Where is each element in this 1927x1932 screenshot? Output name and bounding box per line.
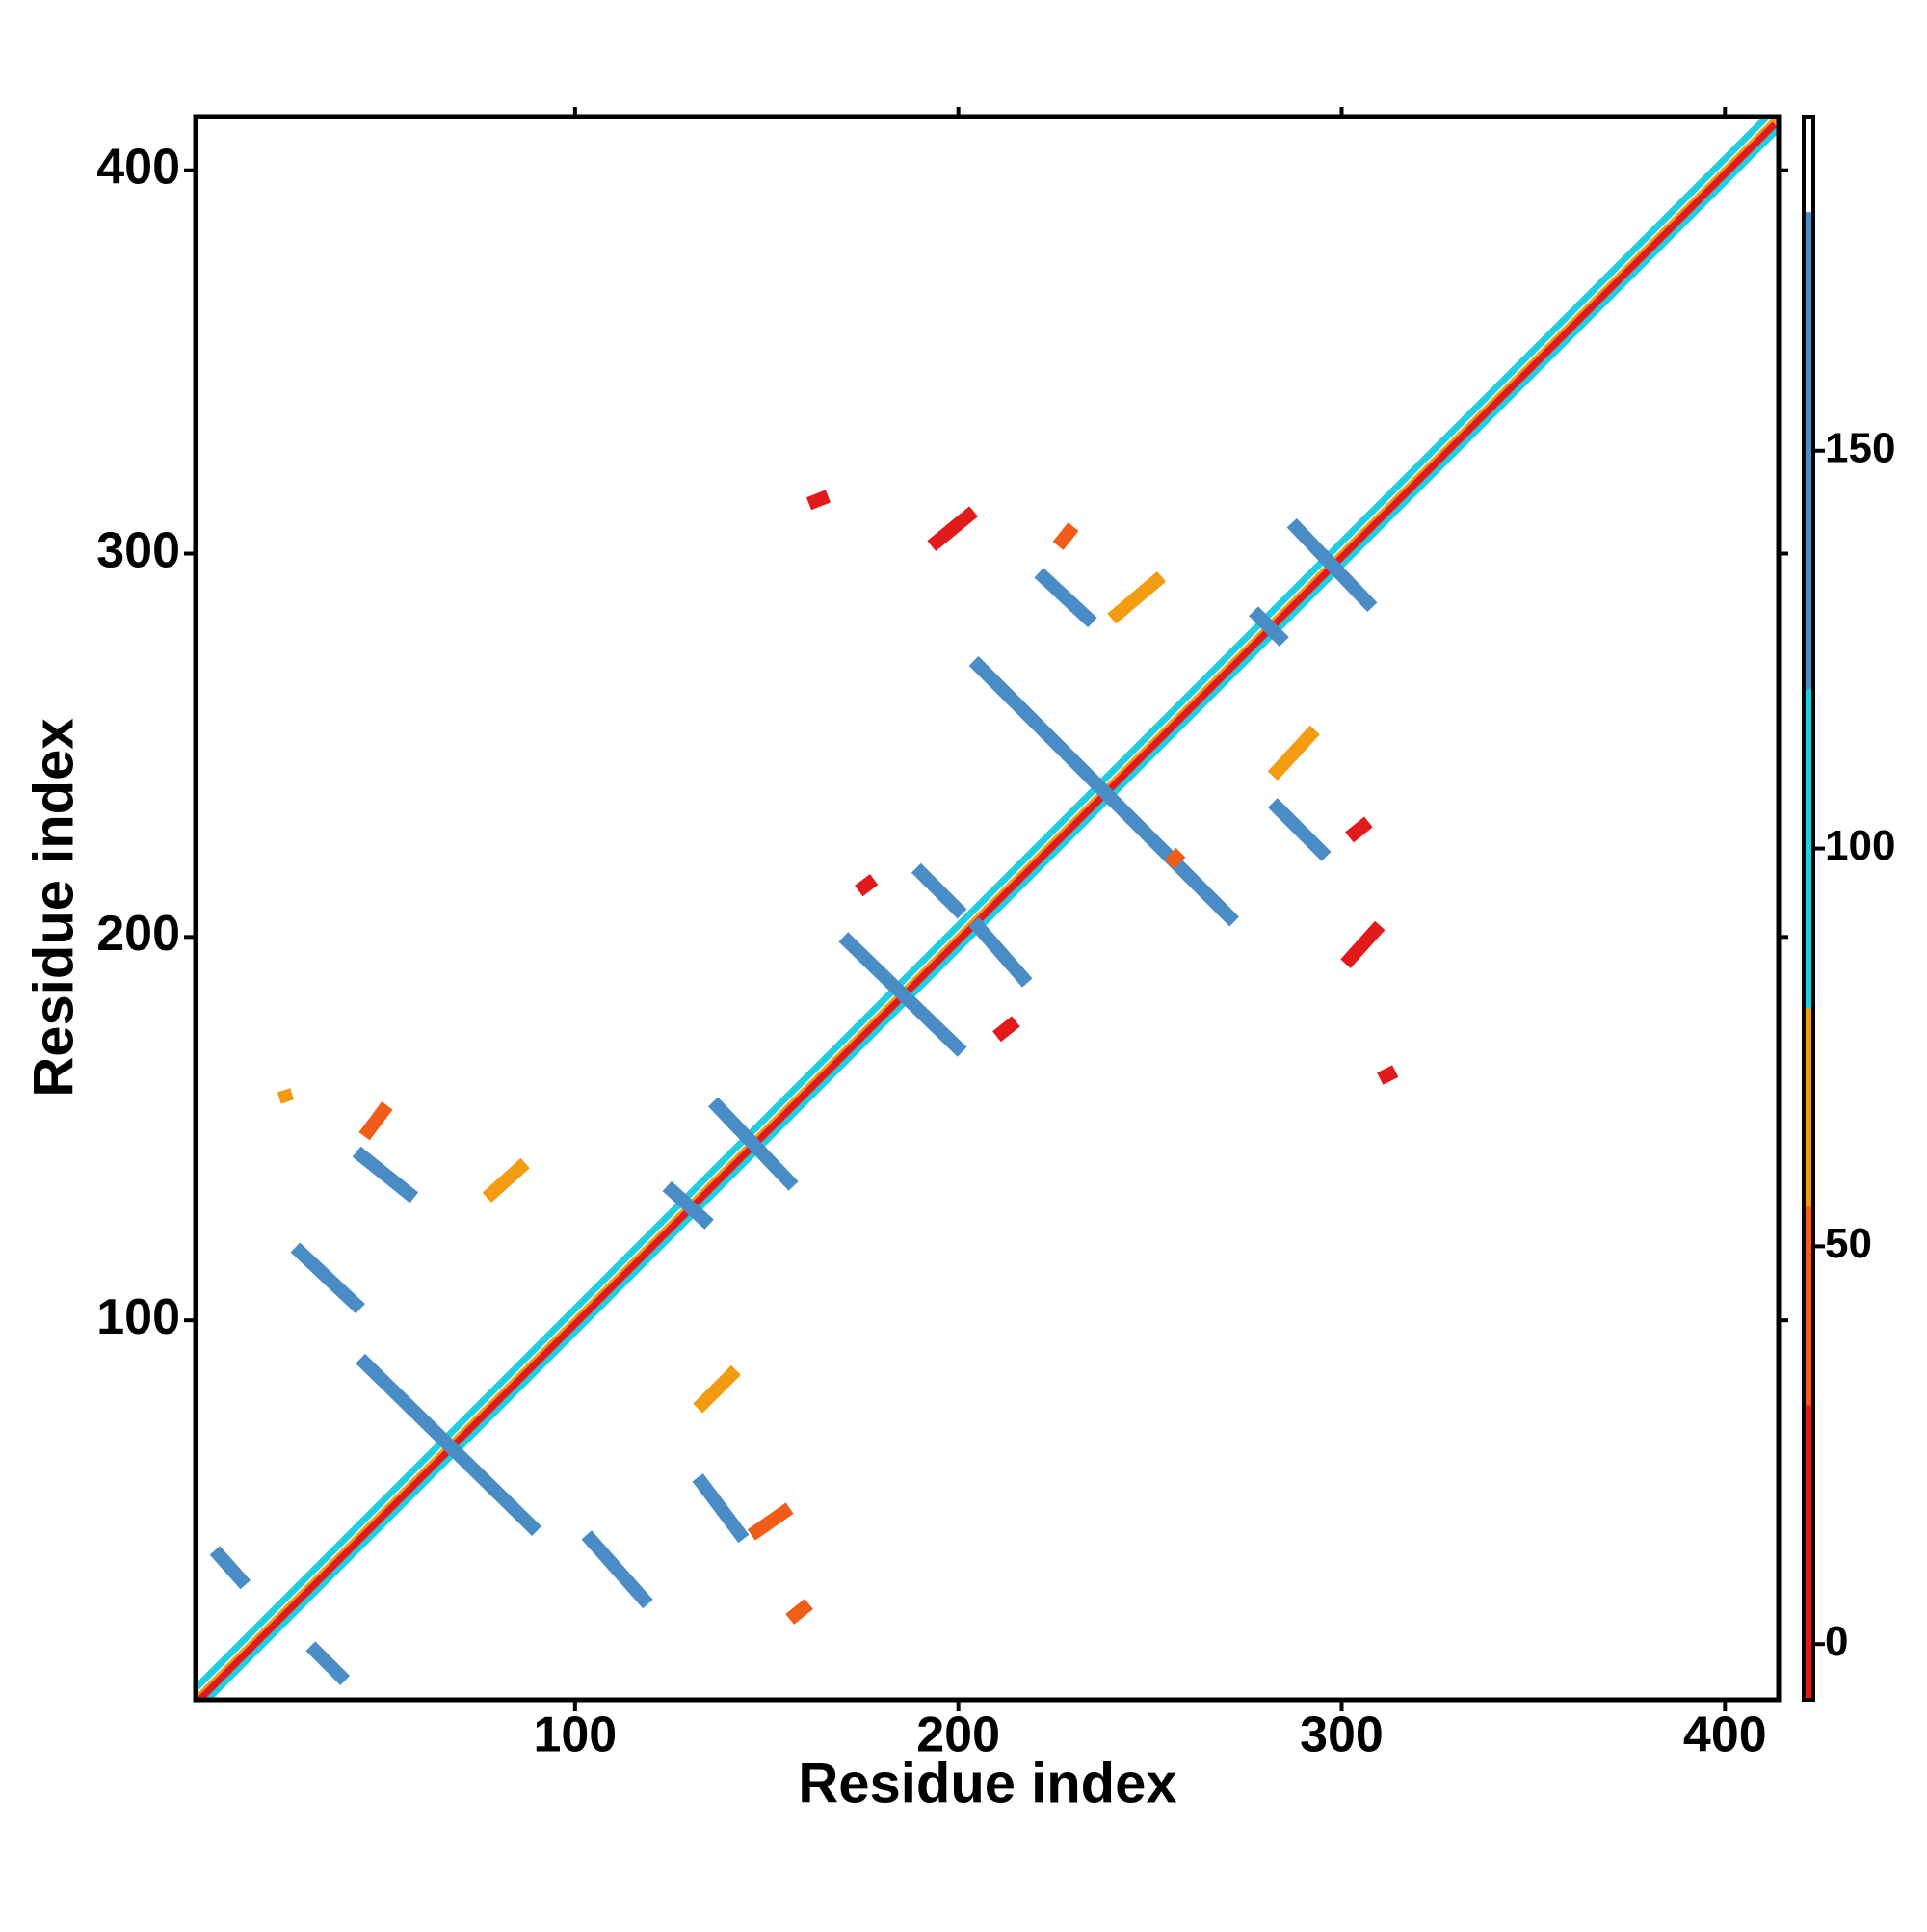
x-tick-label: 400 (1683, 1707, 1767, 1763)
contact-stripe (581, 1530, 653, 1609)
y-tick-label: 100 (96, 1289, 180, 1345)
contact-stripe (277, 1088, 295, 1104)
contact-stripe (1267, 798, 1332, 861)
colorbar-band (1804, 689, 1813, 1008)
y-axis-title: Residue index (22, 718, 85, 1097)
contact-stripe (1377, 1065, 1399, 1085)
contact-stripe (482, 1157, 530, 1204)
colorbar-band (1804, 1206, 1813, 1406)
y-tick-label: 300 (96, 522, 180, 578)
plot-frame (193, 114, 1782, 1703)
colorbar-band (1804, 1405, 1813, 1700)
colorbar-band (1804, 212, 1813, 690)
contact-stripe (838, 932, 967, 1057)
contact-stripe (209, 1546, 251, 1590)
contact-stripe (927, 506, 979, 551)
contact-stripe (197, 121, 1778, 1703)
contact-stripe (1345, 816, 1373, 843)
x-tick-label: 300 (1300, 1707, 1384, 1763)
x-tick-label: 100 (533, 1707, 617, 1763)
contact-stripe (352, 1146, 419, 1204)
contact-stripe (1034, 568, 1097, 628)
contact-stripe (1286, 517, 1378, 613)
contact-stripe (785, 1599, 813, 1625)
contact-stripe (204, 125, 1782, 1703)
contact-stripe (855, 874, 879, 897)
contact-stripe (992, 1016, 1020, 1043)
colorbar-tick-label: 100 (1825, 822, 1895, 869)
contact-stripe (805, 490, 832, 511)
x-tick-label: 200 (916, 1707, 1000, 1763)
colorbar-tick-label: 50 (1825, 1220, 1872, 1267)
colorbar-band (1804, 1007, 1813, 1207)
contact-stripe (693, 1364, 741, 1414)
colorbar-band (1804, 117, 1813, 213)
contacts (193, 114, 1782, 1703)
y-tick-label: 400 (96, 139, 180, 195)
contact-stripe (747, 1502, 794, 1541)
colorbar-tick-label: 150 (1825, 424, 1895, 471)
contact-stripe (1249, 606, 1289, 647)
contact-stripe (305, 1641, 351, 1686)
contact-stripe (707, 1097, 799, 1191)
contact-stripe (1107, 571, 1167, 624)
contact-stripe (193, 114, 1770, 1691)
colorbar-frame (1802, 115, 1815, 1702)
colorbar-tick-label: 0 (1825, 1618, 1848, 1665)
contact-stripe (358, 1101, 393, 1141)
contact-stripe (692, 1473, 750, 1544)
contact-stripe (1267, 725, 1320, 781)
contact-stripe (1164, 847, 1186, 869)
contact-stripe (662, 1180, 714, 1230)
contact-stripe (290, 1242, 365, 1314)
contact-stripe (968, 916, 1033, 988)
y-tick-label: 200 (96, 906, 180, 962)
contact-stripe (1052, 522, 1079, 550)
contact-stripe (968, 655, 1240, 927)
contact-stripe (1340, 920, 1386, 968)
x-axis-title: Residue index (798, 1752, 1176, 1814)
contact-stripe (911, 862, 967, 919)
contact-stripe (356, 1353, 541, 1536)
